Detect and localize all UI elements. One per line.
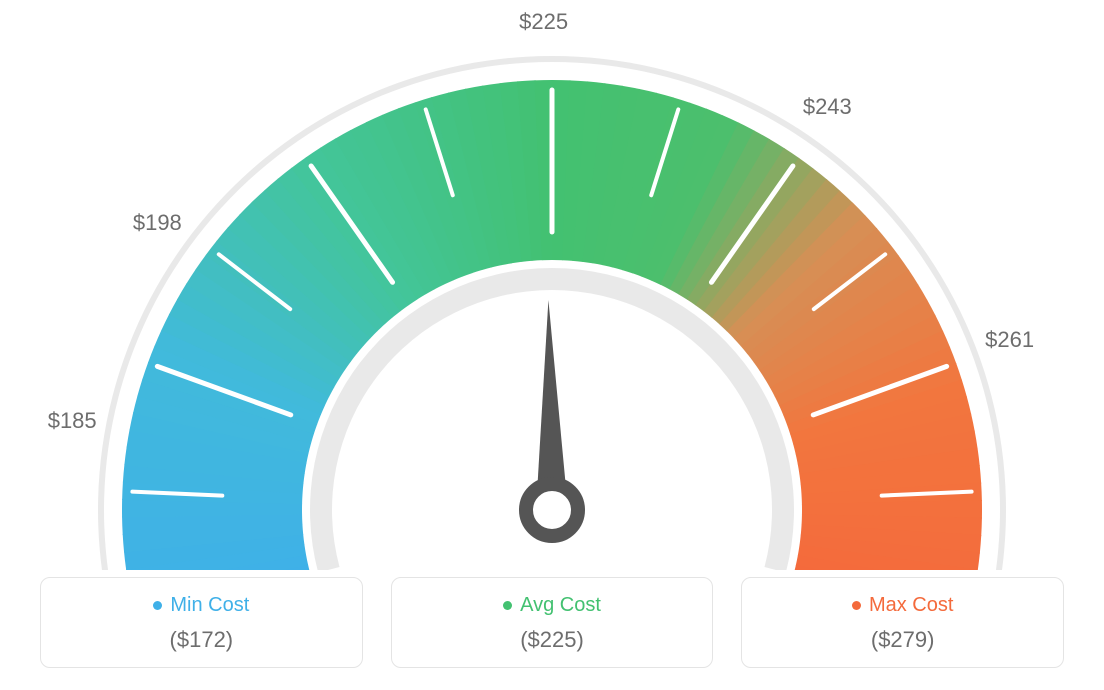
tick-label: $225 (519, 9, 568, 35)
legend-card-min: Min Cost ($172) (40, 577, 363, 668)
legend-title-avg: Avg Cost (503, 594, 601, 617)
tick-label: $261 (985, 327, 1034, 353)
legend-card-max: Max Cost ($279) (741, 577, 1064, 668)
gauge-svg (52, 10, 1052, 570)
tick-label: $198 (133, 210, 182, 236)
legend-dot-min (153, 601, 162, 610)
legend-value-max: ($279) (752, 627, 1053, 653)
legend-row: Min Cost ($172) Avg Cost ($225) Max Cost… (40, 577, 1064, 668)
legend-label-min: Min Cost (170, 594, 249, 617)
legend-dot-avg (503, 601, 512, 610)
legend-title-max: Max Cost (852, 594, 953, 617)
tick-label: $185 (48, 408, 97, 434)
legend-card-avg: Avg Cost ($225) (391, 577, 714, 668)
gauge-chart-container: $172$185$198$225$243$261$279 Min Cost ($… (0, 0, 1104, 690)
legend-dot-max (852, 601, 861, 610)
legend-label-max: Max Cost (869, 594, 953, 617)
legend-title-min: Min Cost (153, 594, 249, 617)
legend-label-avg: Avg Cost (520, 594, 601, 617)
tick-label: $243 (803, 94, 852, 120)
gauge-area: $172$185$198$225$243$261$279 (0, 0, 1104, 560)
legend-value-avg: ($225) (402, 627, 703, 653)
legend-value-min: ($172) (51, 627, 352, 653)
